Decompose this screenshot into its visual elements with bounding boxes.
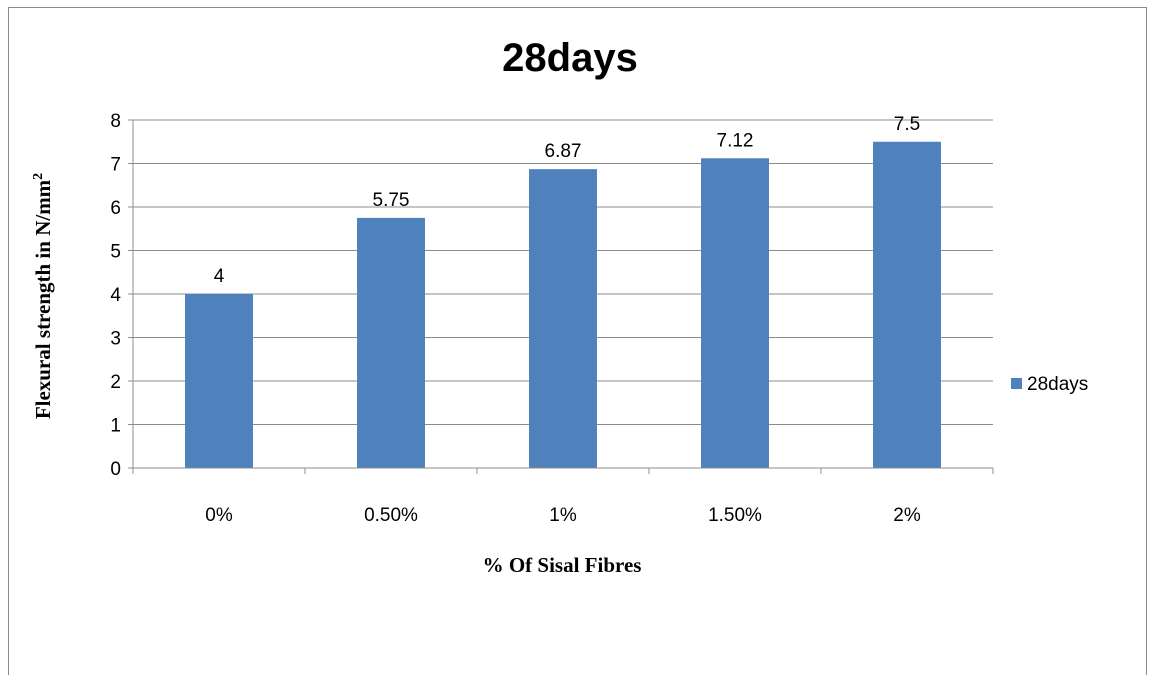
x-tick-label: 0% — [205, 505, 233, 526]
x-tick-label: 1% — [549, 505, 577, 526]
legend-label: 28days — [1027, 374, 1088, 395]
y-tick-label: 1 — [110, 416, 121, 437]
y-tick-label: 8 — [110, 111, 121, 132]
data-label: 7.5 — [894, 114, 920, 135]
bar — [357, 217, 425, 468]
y-axis-title-main: Flexural strength in N/mm — [31, 179, 55, 419]
x-axis-title: % Of Sisal Fibres — [483, 553, 642, 577]
y-tick-label: 4 — [110, 285, 121, 306]
bar — [185, 294, 253, 468]
legend: 28days — [1011, 374, 1088, 395]
bar — [701, 158, 769, 468]
y-tick-label: 0 — [110, 459, 121, 480]
legend-swatch — [1011, 378, 1022, 389]
x-tick-labels: 0% 0.50% 1% 1.50% 2% — [205, 505, 921, 526]
data-label: 7.12 — [717, 130, 754, 151]
y-tick-label: 3 — [110, 329, 121, 350]
bar — [873, 141, 941, 468]
chart-title: 28days — [502, 36, 638, 80]
y-tick-labels: 0 1 2 3 4 5 6 7 8 — [110, 111, 121, 480]
y-tick-label: 7 — [110, 155, 121, 176]
y-axis-title: Flexural strength in N/mm2 — [31, 173, 55, 419]
bar — [529, 169, 597, 468]
data-label: 6.87 — [545, 141, 582, 162]
bars — [185, 141, 941, 468]
y-tick-label: 5 — [110, 242, 121, 263]
y-axis-title-superscript: 2 — [31, 173, 46, 180]
y-tick-label: 2 — [110, 372, 121, 393]
x-tick-label: 0.50% — [364, 505, 418, 526]
data-label: 4 — [214, 266, 225, 287]
axes — [128, 119, 994, 474]
x-tick-label: 1.50% — [708, 505, 762, 526]
data-label: 5.75 — [373, 190, 410, 211]
y-tick-label: 6 — [110, 198, 121, 219]
data-labels: 4 5.75 6.87 7.12 7.5 — [214, 114, 921, 287]
x-tick-label: 2% — [893, 505, 921, 526]
